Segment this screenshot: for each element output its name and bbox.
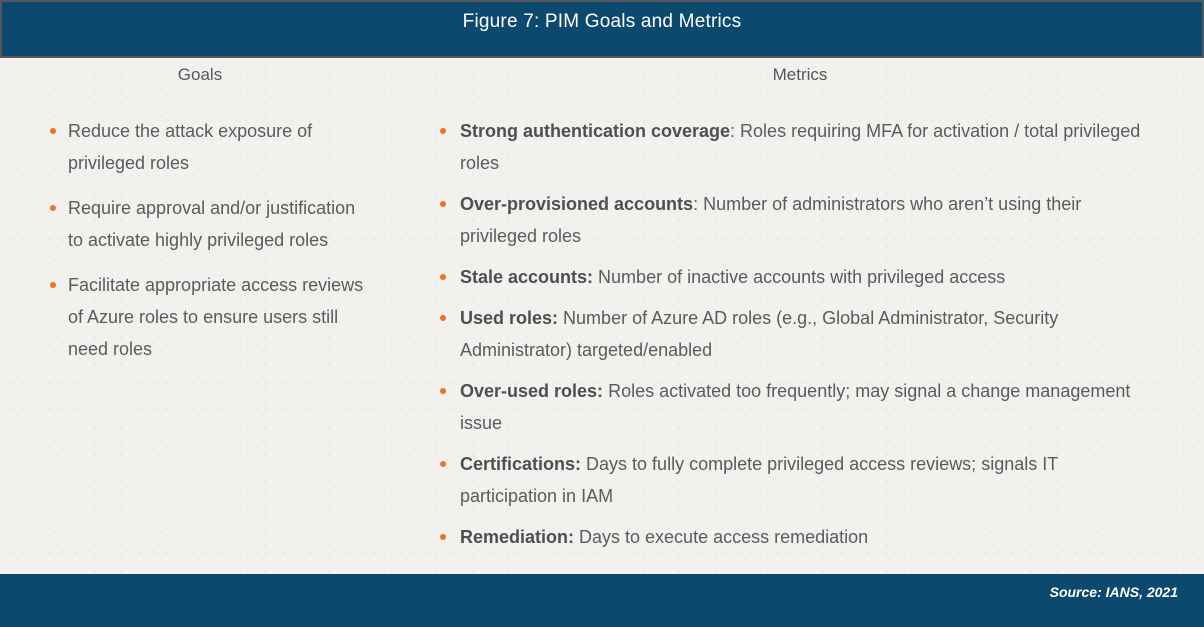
metric-item: Strong authentication coverage: Roles re… bbox=[440, 115, 1155, 179]
metric-description: Days to fully complete privileged access… bbox=[460, 454, 1058, 506]
bullet-icon bbox=[440, 461, 446, 467]
goals-column-header: Goals bbox=[177, 65, 223, 84]
bullet-icon bbox=[440, 274, 446, 280]
metrics-list: Strong authentication coverage: Roles re… bbox=[440, 115, 1155, 562]
figure-title-bar: Figure 7: PIM Goals and Metrics bbox=[0, 0, 1204, 58]
goal-text: Reduce the attack exposure of privileged… bbox=[68, 121, 313, 173]
figure-footer-bar: Source: IANS, 2021 bbox=[0, 574, 1204, 627]
bullet-icon bbox=[50, 282, 56, 288]
metric-item: Over-provisioned accounts: Number of adm… bbox=[440, 188, 1155, 252]
figure-title: Figure 7: PIM Goals and Metrics bbox=[462, 11, 742, 32]
metrics-column-header: Metrics bbox=[772, 65, 828, 84]
bullet-icon bbox=[440, 201, 446, 207]
bullet-icon bbox=[440, 534, 446, 540]
metric-term: Strong authentication coverage bbox=[460, 121, 731, 141]
metric-term: Certifications: bbox=[460, 454, 582, 474]
bullet-icon bbox=[440, 315, 446, 321]
metric-item: Stale accounts: Number of inactive accou… bbox=[440, 261, 1155, 293]
bullet-icon bbox=[50, 205, 56, 211]
metric-description: Number of inactive accounts with privile… bbox=[593, 267, 1006, 287]
source-attribution: Source: IANS, 2021 bbox=[1049, 584, 1178, 600]
metric-description: : Number of administrators who aren’t us… bbox=[460, 194, 1082, 246]
metric-description: Number of Azure AD roles (e.g., Global A… bbox=[460, 308, 1059, 360]
goal-item: Facilitate appropriate access reviews of… bbox=[50, 269, 368, 365]
metric-term: Over-provisioned accounts bbox=[460, 194, 694, 214]
bullet-icon bbox=[440, 388, 446, 394]
metric-item: Used roles: Number of Azure AD roles (e.… bbox=[440, 302, 1155, 366]
metric-term: Over-used roles: bbox=[460, 381, 604, 401]
bullet-icon bbox=[440, 128, 446, 134]
goal-text: Require approval and/or justification to… bbox=[68, 198, 356, 250]
goal-item: Reduce the attack exposure of privileged… bbox=[50, 115, 368, 179]
metric-description: : Roles requiring MFA for activation / t… bbox=[460, 121, 1141, 173]
goal-text: Facilitate appropriate access reviews of… bbox=[68, 275, 364, 359]
metric-term: Used roles: bbox=[460, 308, 559, 328]
metric-term: Remediation: bbox=[460, 527, 575, 547]
goals-list: Reduce the attack exposure of privileged… bbox=[50, 115, 368, 378]
goal-item: Require approval and/or justification to… bbox=[50, 192, 368, 256]
metric-description: Days to execute access remediation bbox=[574, 527, 869, 547]
metric-term: Stale accounts: bbox=[460, 267, 594, 287]
metric-item: Remediation: Days to execute access reme… bbox=[440, 521, 1155, 553]
metric-item: Certifications: Days to fully complete p… bbox=[440, 448, 1155, 512]
metric-item: Over-used roles: Roles activated too fre… bbox=[440, 375, 1155, 439]
metric-description: Roles activated too frequently; may sign… bbox=[460, 381, 1131, 433]
bullet-icon bbox=[50, 128, 56, 134]
